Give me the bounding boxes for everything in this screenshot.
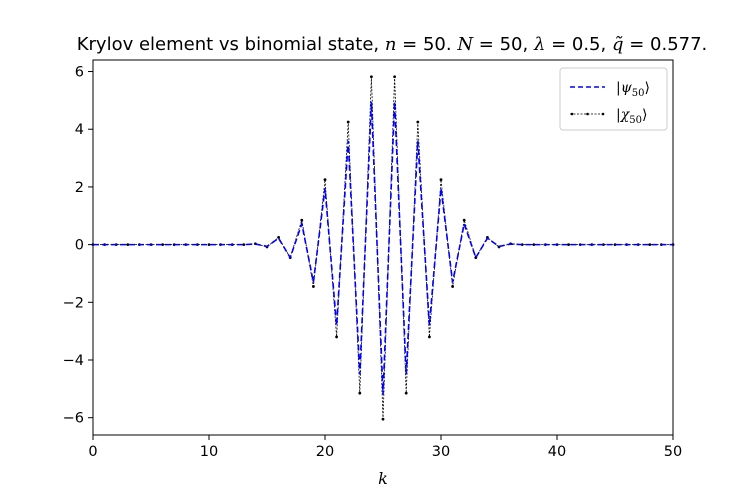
series-chi-point xyxy=(381,417,385,421)
series-chi-point xyxy=(346,120,350,124)
series-chi-point xyxy=(300,218,304,222)
plot-area xyxy=(92,59,674,436)
x-tick-label: 20 xyxy=(316,444,334,460)
series-chi-point xyxy=(323,178,327,182)
series-psi-line xyxy=(93,101,673,395)
legend-marker-chi-2 xyxy=(586,112,589,116)
x-tick-label: 0 xyxy=(88,444,97,460)
y-tick-label: 2 xyxy=(75,180,84,196)
legend-label-psi: |ψ50⟩ xyxy=(616,80,650,99)
series-chi-point xyxy=(277,236,280,239)
series-chi-point xyxy=(370,75,373,79)
legend: |ψ50⟩ |χ50⟩ xyxy=(559,67,668,131)
series-chi-point xyxy=(358,391,362,395)
y-tick-label: 4 xyxy=(75,122,84,138)
series-chi-point xyxy=(393,75,396,79)
legend-marker-chi-3 xyxy=(601,112,605,116)
series-chi-point xyxy=(462,218,466,222)
x-tick-label: 30 xyxy=(432,444,450,460)
legend-label-chi: |χ50⟩ xyxy=(616,107,647,126)
series-chi-point xyxy=(451,285,454,288)
x-tick-label: 40 xyxy=(548,444,566,460)
series-chi-point xyxy=(428,335,431,339)
chart-title: Krylov element vs binomial state, n = 50… xyxy=(77,34,708,55)
y-tick-label: −4 xyxy=(63,353,84,369)
x-tick-label: 10 xyxy=(200,444,218,460)
series-chi-point xyxy=(648,243,652,247)
series-chi-point xyxy=(242,243,246,247)
y-tick-label: −2 xyxy=(63,295,84,311)
y-tick-label: −6 xyxy=(63,411,84,427)
legend-marker-chi-1 xyxy=(570,112,574,116)
series-chi-point xyxy=(439,178,443,182)
series-chi-point xyxy=(335,335,338,339)
series-chi-point xyxy=(126,243,130,247)
series-chi-point xyxy=(416,120,420,124)
legend-box xyxy=(559,67,668,131)
series-chi-point xyxy=(312,285,315,288)
y-tick-label: 6 xyxy=(75,65,84,81)
series-chi-point xyxy=(567,243,570,247)
x-axis-label: k xyxy=(378,469,388,488)
series-chi-point xyxy=(404,391,408,395)
x-tick-label: 50 xyxy=(664,444,682,460)
y-tick-label: 0 xyxy=(75,238,84,254)
series-chi-point xyxy=(207,243,211,247)
